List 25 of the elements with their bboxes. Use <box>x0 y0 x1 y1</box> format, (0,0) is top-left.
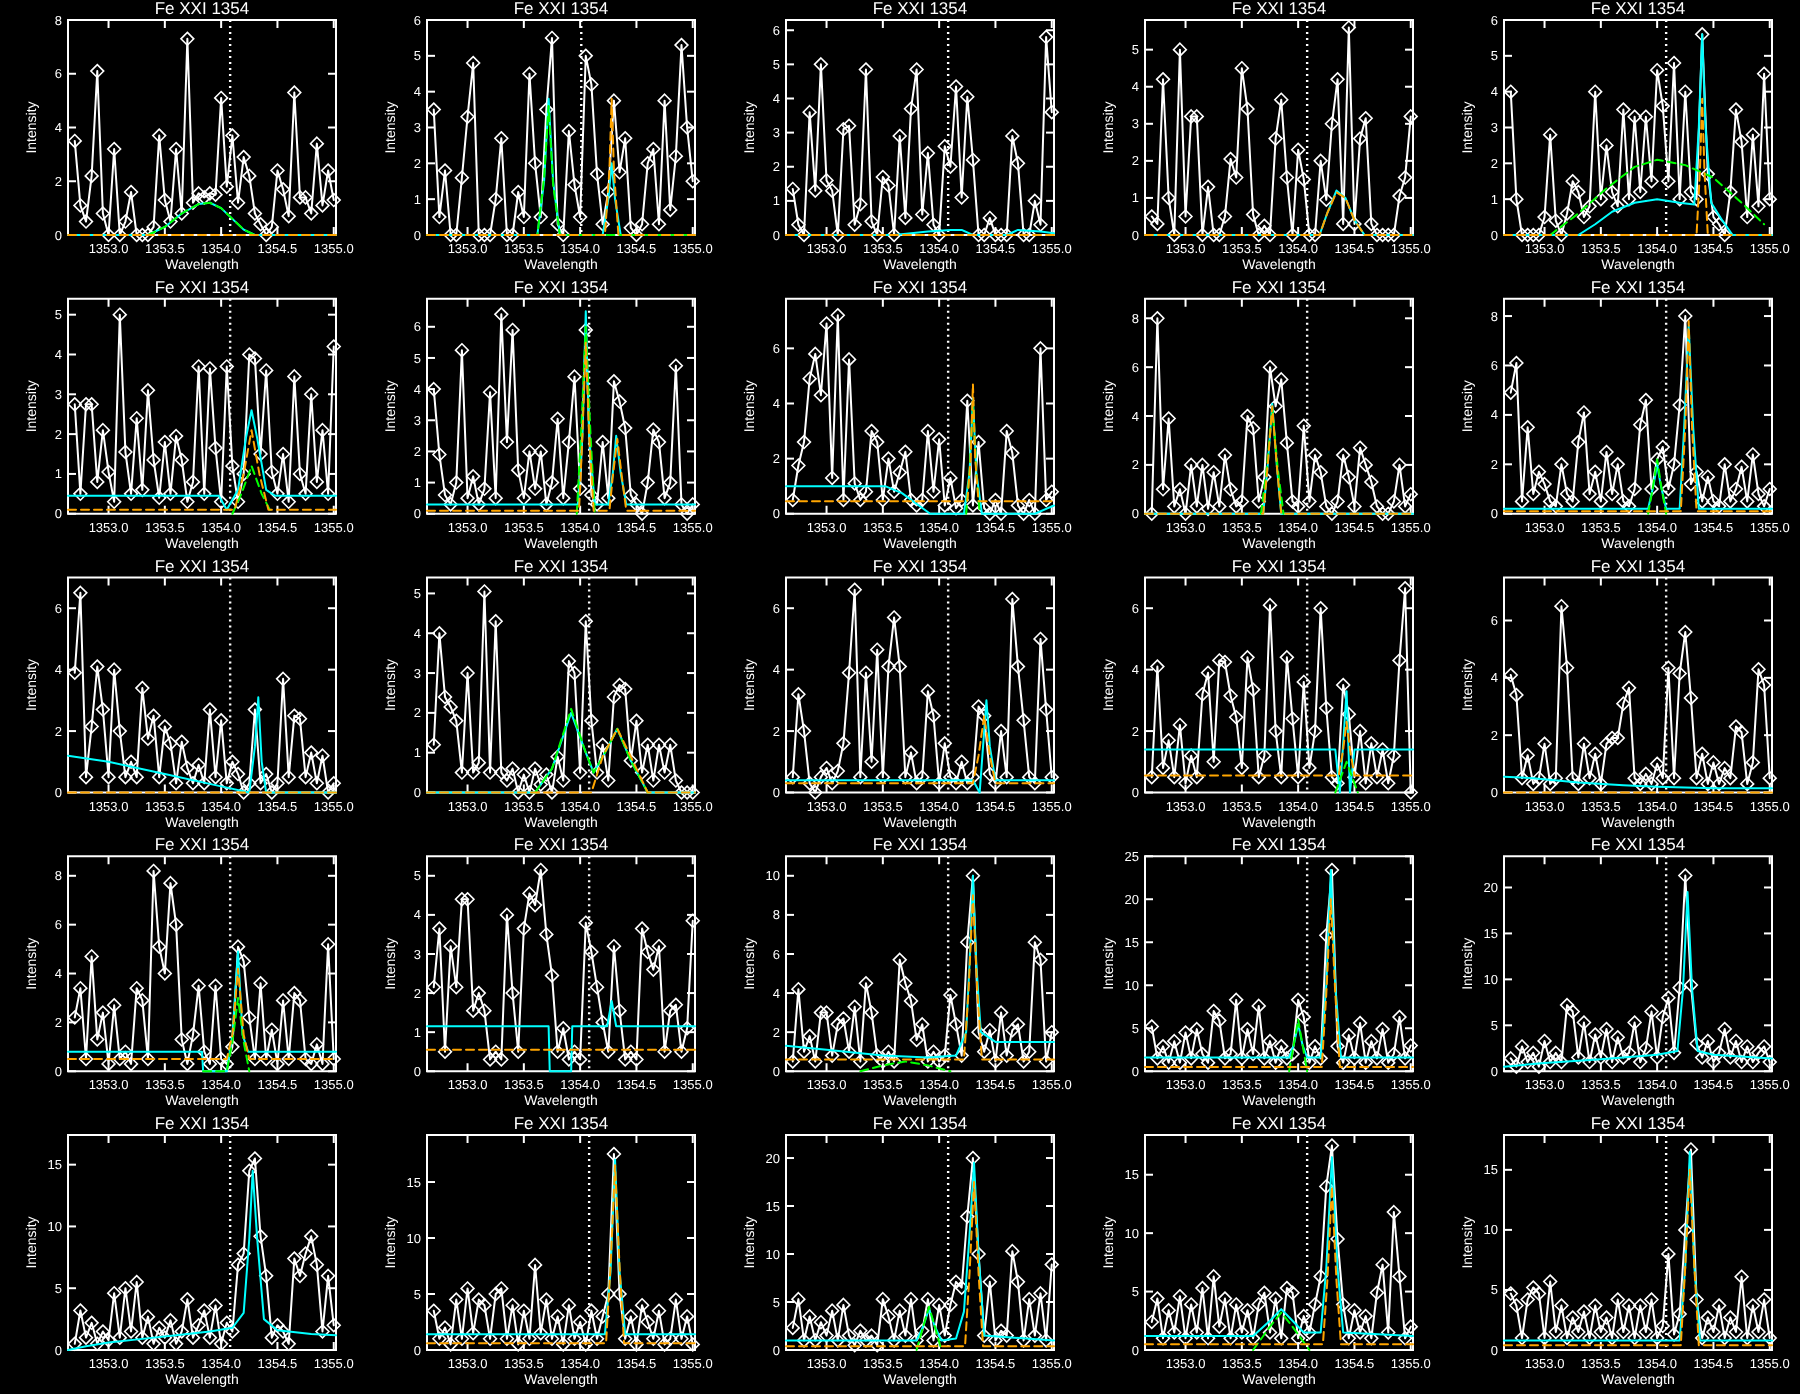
chart-title: Fe XXI 1354 <box>1231 555 1327 576</box>
chart-title: Fe XXI 1354 <box>872 834 968 855</box>
chart-title: Fe XXI 1354 <box>513 834 609 855</box>
chart-title: Fe XXI 1354 <box>154 834 250 855</box>
chart-title: Fe XXI 1354 <box>1590 1113 1686 1133</box>
chart-title: Fe XXI 1354 <box>1231 1113 1327 1133</box>
chart-title: Fe XXI 1354 <box>513 555 609 576</box>
chart-title: Fe XXI 1354 <box>872 0 968 18</box>
chart-title: Fe XXI 1354 <box>513 276 609 297</box>
chart-title: Fe XXI 1354 <box>513 1113 609 1133</box>
chart-title: Fe XXI 1354 <box>513 0 609 18</box>
chart-title: Fe XXI 1354 <box>1231 276 1327 297</box>
chart-title: Fe XXI 1354 <box>1590 0 1686 18</box>
chart-title: Fe XXI 1354 <box>1590 276 1686 297</box>
chart-title: Fe XXI 1354 <box>1590 834 1686 855</box>
chart-title: Fe XXI 1354 <box>872 276 968 297</box>
chart-title: Fe XXI 1354 <box>872 1113 968 1133</box>
chart-title: Fe XXI 1354 <box>154 276 250 297</box>
chart-title: Fe XXI 1354 <box>154 555 250 576</box>
chart-title: Fe XXI 1354 <box>1231 0 1327 18</box>
chart-title: Fe XXI 1354 <box>1231 834 1327 855</box>
chart-title: Fe XXI 1354 <box>154 0 250 18</box>
chart-title: Fe XXI 1354 <box>1590 555 1686 576</box>
chart-title: Fe XXI 1354 <box>872 555 968 576</box>
chart-title: Fe XXI 1354 <box>154 1113 250 1133</box>
